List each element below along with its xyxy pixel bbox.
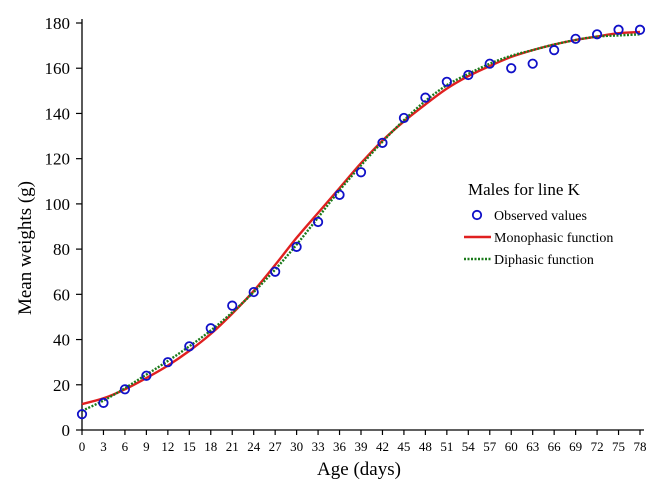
observed-point	[613, 24, 624, 35]
x-tick-label: 72	[591, 439, 604, 454]
observed-point	[291, 241, 302, 252]
observed-point	[441, 76, 452, 87]
observed-point	[355, 167, 367, 178]
x-tick-label: 51	[440, 439, 453, 454]
legend-label-diphasic: Diphasic function	[494, 253, 594, 268]
y-tick-label: 120	[45, 150, 71, 169]
observed-point	[527, 58, 538, 69]
x-tick-label: 42	[376, 439, 389, 454]
observed-point	[141, 370, 152, 381]
x-tick-label: 33	[312, 439, 325, 454]
y-tick-label: 40	[53, 331, 70, 350]
y-axis-label: Mean weights (g)	[15, 181, 36, 315]
observed-point	[76, 409, 88, 420]
x-tick-label: 15	[183, 439, 196, 454]
y-tick-label: 80	[53, 240, 70, 259]
legend-title: Males for line K	[468, 180, 581, 199]
legend: Males for line K Observed values Monopha…	[464, 180, 613, 268]
observed-point	[184, 341, 195, 352]
x-tick-label: 3	[100, 439, 107, 454]
observed-point	[119, 384, 131, 395]
observed-point	[484, 58, 495, 69]
observed-point	[98, 397, 109, 408]
legend-item-diphasic: Diphasic function	[464, 253, 594, 268]
x-axis-label: Age (days)	[317, 459, 401, 480]
x-tick-label: 39	[355, 439, 368, 454]
x-tick-label: 0	[79, 439, 86, 454]
x-tick-label: 45	[397, 439, 410, 454]
x-tick-label: 60	[505, 439, 518, 454]
observed-point	[162, 357, 173, 368]
legend-item-observed: Observed values	[471, 209, 587, 224]
observed-point	[506, 63, 517, 74]
observed-point	[248, 286, 259, 298]
x-tick-label: 24	[247, 439, 261, 454]
series-line-diphasic	[81, 33, 641, 412]
observed-point	[377, 137, 388, 148]
legend-label-observed: Observed values	[494, 209, 587, 224]
legend-item-monophasic: Monophasic function	[464, 231, 613, 246]
x-tick-label: 63	[526, 439, 539, 454]
x-tick-label: 9	[143, 439, 150, 454]
x-tick-label: 36	[333, 439, 347, 454]
y-tick-label: 60	[53, 285, 70, 304]
x-tick-label: 54	[462, 439, 476, 454]
observed-point	[398, 112, 410, 124]
series-layer	[76, 24, 646, 420]
x-tick-label: 12	[161, 439, 174, 454]
y-tick-label: 160	[45, 59, 71, 78]
x-tick-label: 75	[612, 439, 625, 454]
observed-point	[549, 45, 560, 56]
y-tick-label: 100	[45, 195, 71, 214]
x-tick-label: 21	[226, 439, 239, 454]
x-tick-label: 6	[122, 439, 129, 454]
observed-point	[570, 33, 581, 44]
x-tick-label: 57	[483, 439, 497, 454]
observed-point	[312, 216, 324, 228]
observed-point	[463, 69, 474, 81]
legend-label-monophasic: Monophasic function	[494, 231, 613, 246]
x-tick-label: 30	[290, 439, 303, 454]
observed-point	[270, 266, 281, 277]
legend-marker-observed	[471, 209, 483, 221]
observed-point	[334, 189, 345, 200]
x-tick-label: 66	[548, 439, 562, 454]
observed-point	[227, 300, 238, 311]
observed-point	[634, 24, 646, 35]
observed-point	[591, 29, 603, 40]
x-tick-label: 48	[419, 439, 432, 454]
y-tick-label: 20	[53, 376, 70, 395]
x-tick-label: 69	[569, 439, 582, 454]
y-tick-label: 140	[45, 104, 71, 123]
observed-point	[420, 92, 431, 103]
y-tick-label: 180	[45, 14, 71, 33]
observed-point	[205, 323, 216, 334]
y-tick-label: 0	[62, 421, 71, 440]
x-tick-label: 78	[634, 439, 647, 454]
x-tick-label: 27	[269, 439, 283, 454]
x-tick-label: 18	[204, 439, 217, 454]
